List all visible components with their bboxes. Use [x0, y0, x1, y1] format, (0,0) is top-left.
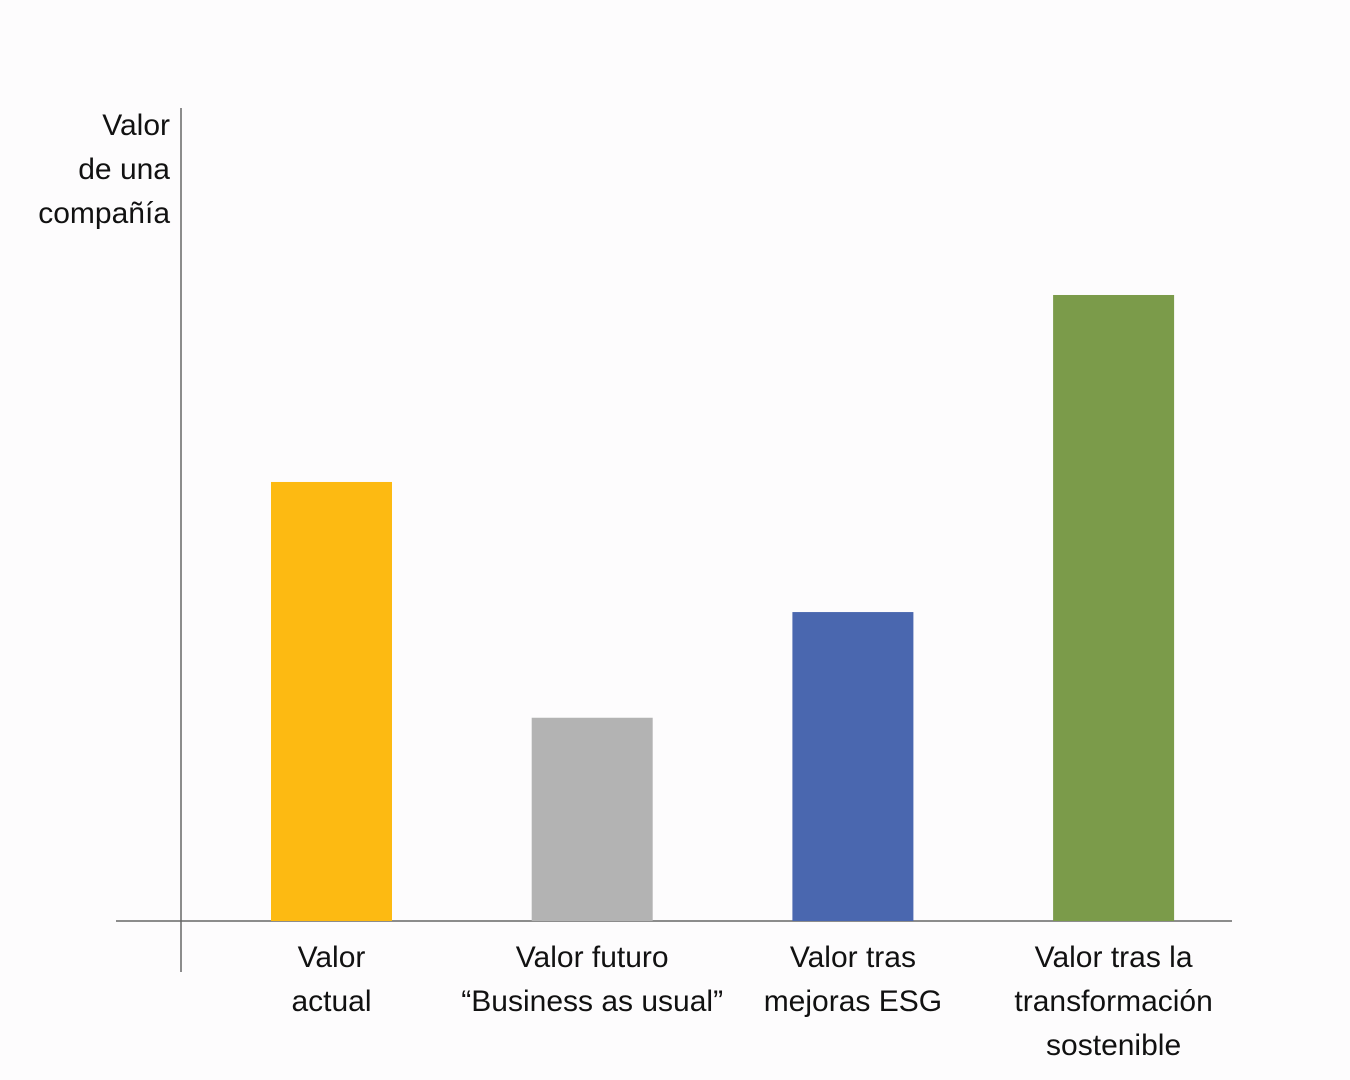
- y-axis-label-line: de una: [78, 153, 170, 186]
- x-tick-label: Valor tras mejoras ESG: [703, 936, 1003, 1024]
- x-tick-label-line: Valor futuro: [515, 941, 669, 974]
- x-tick-label-line: mejoras ESG: [763, 985, 943, 1018]
- x-tick-label-line: “Business as usual”: [461, 985, 724, 1018]
- x-tick-label-line: Valor tras: [789, 941, 916, 974]
- x-tick-label-line: Valor: [297, 941, 366, 974]
- y-axis-label-line: Valor: [102, 109, 170, 142]
- x-tick-label-line: transformación: [1014, 985, 1213, 1018]
- bar-4: [1053, 294, 1175, 921]
- bar-3: [792, 612, 914, 921]
- y-axis-label: Valor de una compañía: [38, 104, 170, 236]
- bar-1: [271, 481, 392, 921]
- x-tick-label-line: actual: [291, 985, 372, 1018]
- x-tick-label-line: Valor tras la: [1034, 941, 1193, 974]
- x-tick-label: Valor tras la transformación sostenible: [964, 936, 1264, 1068]
- x-tick-label: Valor actual: [182, 936, 482, 1024]
- y-axis-label-line: compañía: [38, 197, 170, 230]
- bar-2: [531, 717, 653, 921]
- x-tick-label-line: sostenible: [1046, 1029, 1182, 1062]
- x-tick-label: Valor futuro “Business as usual”: [442, 936, 742, 1024]
